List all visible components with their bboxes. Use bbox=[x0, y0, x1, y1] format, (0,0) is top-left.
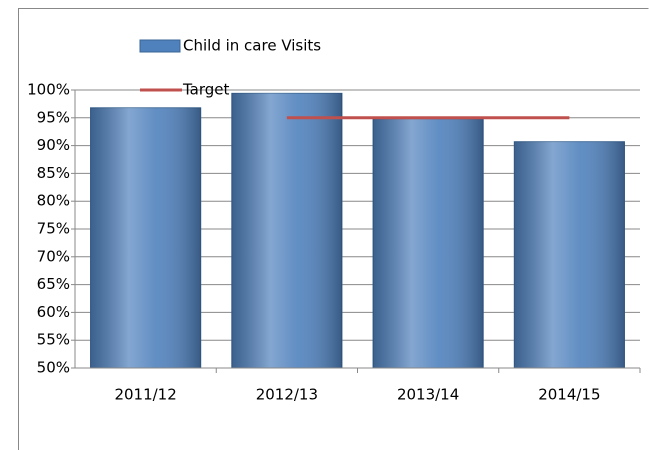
bar-shine bbox=[90, 107, 201, 369]
legend-label: Child in care Visits bbox=[183, 37, 321, 55]
y-tick-label: 60% bbox=[37, 303, 70, 321]
y-tick-label: 80% bbox=[37, 192, 70, 210]
x-tick-label: 2013/14 bbox=[397, 386, 459, 404]
frame bbox=[18, 8, 649, 450]
x-tick-label: 2014/15 bbox=[538, 386, 600, 404]
y-tick-label: 90% bbox=[37, 136, 70, 154]
y-tick-label: 50% bbox=[37, 359, 70, 377]
x-tick-label: 2012/13 bbox=[256, 386, 318, 404]
bar-shine bbox=[373, 118, 484, 368]
bar-shine bbox=[231, 93, 342, 368]
x-tick-label: 2011/12 bbox=[114, 386, 176, 404]
y-tick-label: 55% bbox=[37, 331, 70, 349]
y-tick-label: 95% bbox=[37, 108, 70, 126]
y-tick-label: 100% bbox=[27, 81, 70, 99]
legend-label: Target bbox=[182, 81, 230, 99]
legend-swatch bbox=[139, 39, 181, 53]
y-tick-label: 70% bbox=[37, 247, 70, 265]
y-tick-label: 65% bbox=[37, 275, 70, 293]
y-tick-label: 75% bbox=[37, 220, 70, 238]
y-tick-label: 85% bbox=[37, 164, 70, 182]
bar-shine bbox=[514, 141, 625, 368]
